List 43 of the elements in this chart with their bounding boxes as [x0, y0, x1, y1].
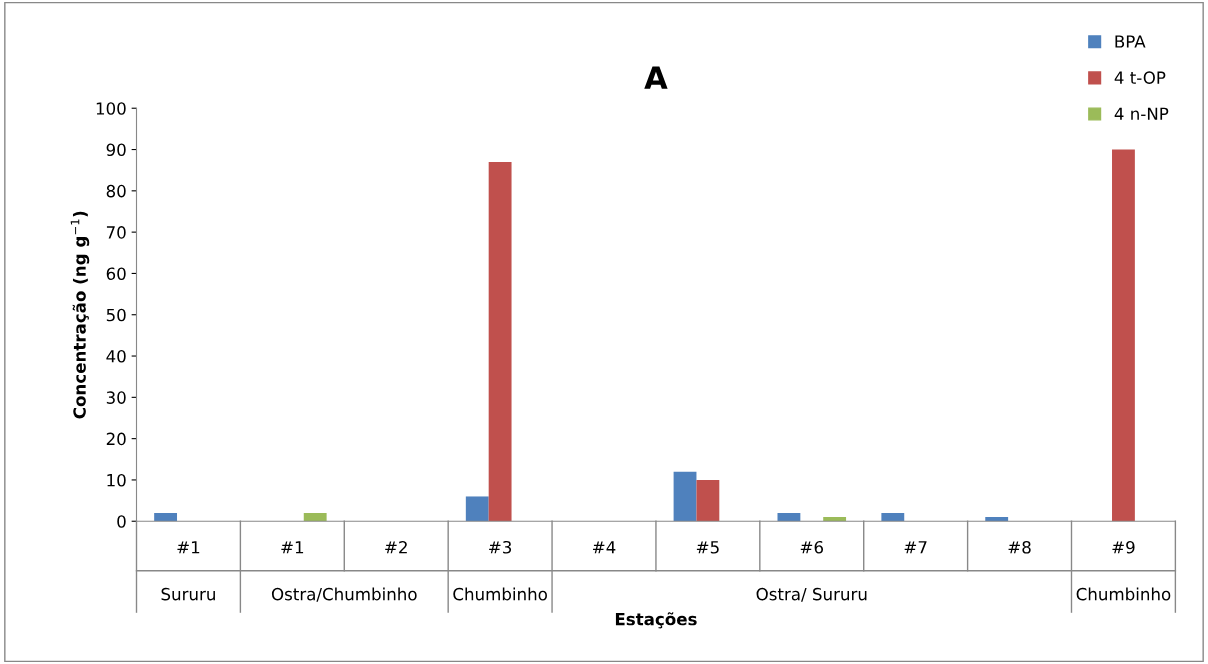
x-tick-label: #1 — [177, 541, 200, 554]
x-tick-label: #7 — [904, 541, 927, 554]
y-tick-label: 0 — [117, 515, 126, 528]
y-tick-label: 30 — [106, 391, 126, 404]
bar — [488, 161, 512, 522]
x-tick-label: #3 — [489, 540, 512, 554]
bar — [1112, 149, 1135, 522]
bar — [777, 512, 801, 522]
text: Ostra/Chumbinho — [271, 587, 417, 602]
x-tick-label: #8 — [1008, 540, 1031, 554]
bar — [154, 512, 178, 522]
legend-label: BPA — [1115, 35, 1146, 48]
y-axis-title: Concentração (ng g$^{−1}$) — [70, 211, 90, 419]
x-tick-label: #2 — [385, 540, 407, 554]
y-tick-label: 90 — [106, 143, 126, 157]
x-tick-label: #1 — [281, 541, 304, 554]
legend-label: 4 t-OP — [1114, 71, 1166, 84]
text: Chumbinho — [453, 587, 547, 601]
x-tick-label: #9 — [1112, 540, 1135, 554]
x-tick-label: #4 — [593, 541, 616, 554]
y-tick-label: 70 — [106, 226, 126, 239]
bar — [465, 496, 489, 522]
bar — [823, 517, 847, 522]
y-tick-label: 100 — [96, 102, 126, 115]
y-tick-label: 60 — [106, 267, 126, 280]
x-tick-label: #5 — [696, 541, 719, 554]
bar — [881, 512, 905, 522]
y-tick-label: 20 — [106, 432, 126, 446]
chart-title: A — [644, 66, 668, 89]
legend-label: 4 n-NP — [1114, 107, 1169, 120]
y-tick-label: 40 — [106, 350, 126, 363]
text: Ostra/ Sururu — [756, 587, 867, 602]
text: Chumbinho — [1076, 587, 1171, 601]
bar — [673, 471, 697, 522]
bar — [985, 517, 1009, 522]
y-tick-label: 50 — [106, 308, 126, 322]
text: Sururu — [161, 587, 215, 601]
bar — [303, 512, 327, 522]
y-tick-label: 10 — [107, 473, 126, 487]
y-tick-label: 80 — [106, 184, 126, 198]
bar — [696, 479, 720, 522]
x-tick-label: #6 — [800, 540, 824, 554]
x-axis-title: Estações — [615, 612, 697, 629]
